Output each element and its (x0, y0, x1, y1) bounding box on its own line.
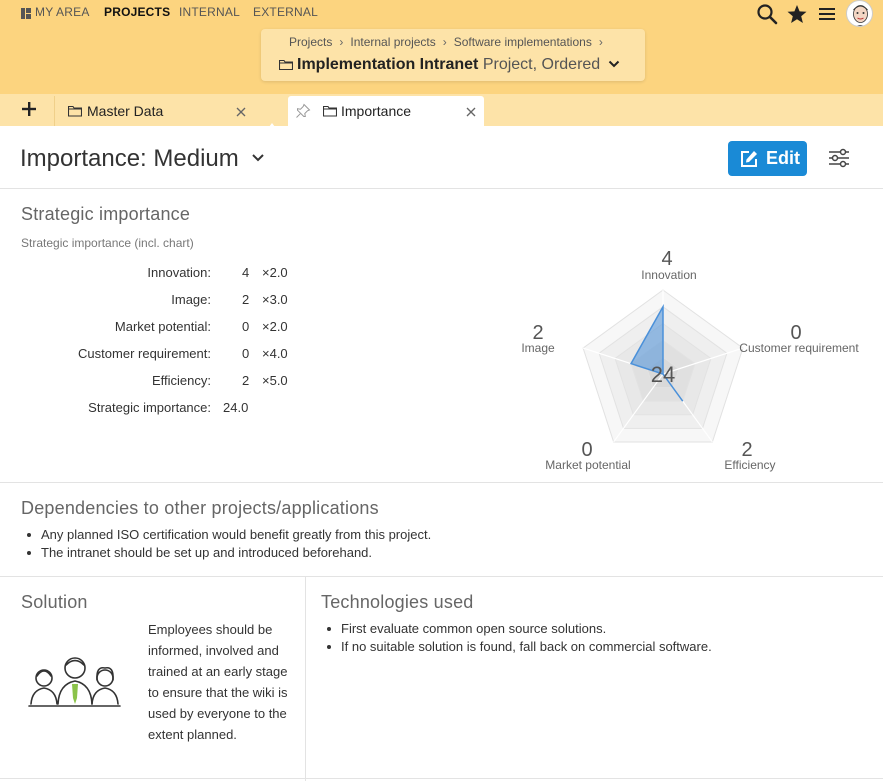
project-header: Projects › Internal projects › Software impl… (261, 29, 645, 81)
breadcrumb-separator: › (339, 35, 344, 49)
radar-axis-value: 0 (581, 439, 592, 461)
innovation-factor: ×2.0 (262, 265, 288, 280)
efficiency-value: 2 (242, 373, 250, 388)
chevron-down-icon[interactable] (251, 143, 265, 162)
add-tab-icon[interactable] (21, 101, 37, 117)
solution-title: Solution (21, 592, 88, 612)
tab-notch (266, 118, 278, 131)
radar-center-value: 24 (651, 362, 675, 387)
folder-icon (278, 57, 294, 71)
project-title: Implementation Intranet (297, 56, 479, 73)
list-item: Any planned ISO certification would bene… (21, 526, 431, 544)
search-icon[interactable] (756, 3, 778, 25)
radar-axis-value: 0 (790, 322, 801, 344)
nav-external[interactable]: EXTERNAL (253, 5, 318, 19)
radar-axis-value: 2 (532, 322, 543, 344)
page-title[interactable]: Importance: Medium (20, 143, 265, 173)
breadcrumb-item[interactable]: Projects (289, 35, 333, 49)
efficiency-label: Efficiency: (151, 373, 211, 388)
image-label: Image: (171, 292, 211, 307)
strategic-importance-total-value: 24.0 (223, 400, 249, 415)
breadcrumb: Projects › Internal projects › Software impl… (289, 35, 610, 49)
innovation-value: 4 (242, 265, 250, 280)
market-potential-label: Market potential: (114, 319, 211, 334)
dependencies-list: Any planned ISO certification would bene… (21, 526, 431, 562)
edit-label: Edit (766, 148, 800, 168)
innovation-label: Innovation: (147, 265, 211, 280)
radar-data-area (629, 303, 684, 402)
close-icon[interactable] (465, 105, 477, 117)
nav-projects[interactable]: PROJECTS (104, 5, 171, 19)
nav-my-area[interactable]: MY AREA (35, 5, 90, 19)
breadcrumb-separator: › (598, 35, 603, 49)
efficiency-factor: ×5.0 (262, 373, 288, 388)
radar-axis-value: 2 (741, 439, 752, 461)
list-item: First evaluate common open source soluti… (321, 620, 712, 638)
solution-text: Employees should be informed, involved a… (148, 622, 288, 742)
technologies-title: Technologies used (321, 592, 474, 612)
radar-axis-label: Efficiency (724, 458, 775, 472)
edit-button[interactable]: Edit (728, 141, 807, 176)
column-divider (305, 576, 306, 781)
project-subtitle: Project, Ordered (482, 56, 601, 73)
page-title-text: Importance: Medium (20, 145, 239, 172)
avatar[interactable] (846, 0, 873, 27)
breadcrumb-item[interactable]: Software implementations (453, 35, 592, 49)
radar-axis-line (613, 373, 664, 443)
folder-icon (67, 104, 83, 117)
radar-axis-value: 4 (661, 248, 672, 270)
image-value: 2 (242, 292, 250, 307)
breadcrumb-separator: › (442, 35, 447, 49)
radar-axis-label: Innovation (641, 268, 696, 282)
my-area-icon[interactable] (21, 6, 31, 19)
radar-axis-line (662, 347, 744, 375)
radar-axis-label: Customer requirement (739, 341, 859, 355)
tab-label: Importance (341, 103, 412, 119)
list-item: If no suitable solution is found, fall b… (321, 638, 712, 656)
market-potential-value: 0 (242, 319, 250, 334)
close-icon[interactable] (235, 105, 247, 117)
radar-axis-label: Image (521, 341, 555, 355)
technologies-list: First evaluate common open source soluti… (321, 620, 712, 656)
star-icon[interactable] (786, 3, 808, 25)
breadcrumb-item[interactable]: Internal projects (350, 35, 436, 49)
strategic-importance-title: Strategic importance (21, 204, 191, 224)
pin-icon[interactable] (295, 103, 311, 119)
project-selector[interactable]: Implementation Intranet Project, Ordered (278, 56, 620, 74)
main-content: Importance: Medium Edit Strategic import… (0, 126, 883, 781)
nav-internal[interactable]: INTERNAL (179, 5, 240, 19)
divider (0, 188, 883, 189)
dependencies-title: Dependencies to other projects/applicati… (21, 498, 379, 518)
team-illustration-icon (28, 654, 122, 710)
settings-sliders-icon[interactable] (828, 148, 850, 168)
customer-requirement-factor: ×4.0 (262, 346, 288, 361)
tab-label: Master Data (87, 103, 164, 119)
tab-bar: Master Data Importance (0, 94, 883, 131)
folder-icon (322, 104, 338, 117)
tab-importance[interactable]: Importance (288, 96, 484, 126)
top-bar: MY AREA PROJECTS INTERNAL EXTERNAL Proje… (0, 0, 883, 94)
customer-requirement-label: Customer requirement: (78, 346, 211, 361)
edit-icon (739, 149, 759, 169)
customer-requirement-value: 0 (242, 346, 250, 361)
divider (0, 482, 883, 483)
image-factor: ×3.0 (262, 292, 288, 307)
divider (0, 576, 883, 577)
strategic-importance-total-label: Strategic importance: (88, 400, 211, 415)
divider (0, 778, 883, 779)
chevron-down-icon[interactable] (608, 56, 620, 68)
strategic-importance-subtitle: Strategic importance (incl. chart) (21, 236, 194, 250)
tab-master-data[interactable]: Master Data (54, 96, 259, 126)
list-item: The intranet should be set up and introd… (21, 544, 431, 562)
menu-icon[interactable] (816, 3, 838, 25)
radar-axis-label: Market potential (545, 458, 630, 472)
market-potential-factor: ×2.0 (262, 319, 288, 334)
